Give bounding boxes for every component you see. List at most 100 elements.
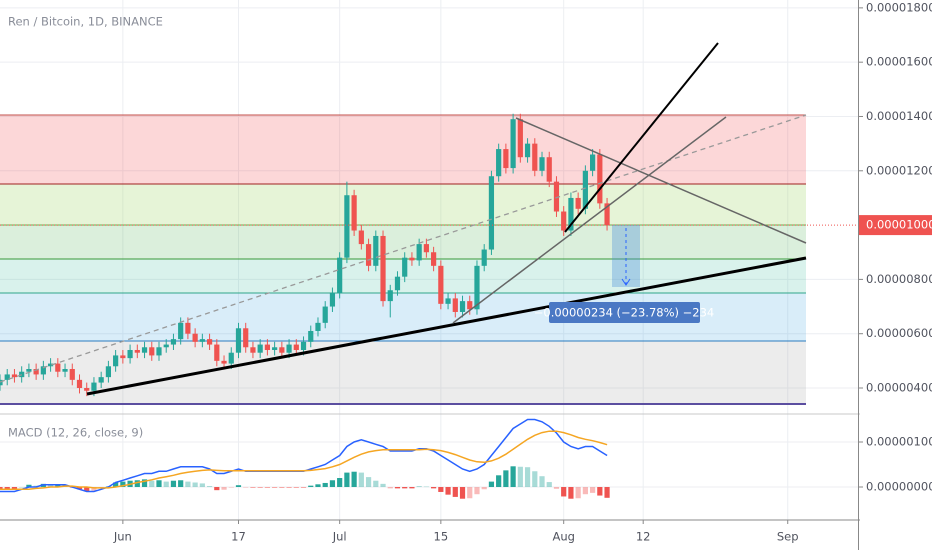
candle-body	[329, 292, 336, 307]
candle-body	[279, 347, 285, 353]
histogram-bar	[250, 487, 256, 488]
candle-body	[11, 374, 18, 378]
candle-body	[149, 347, 155, 356]
histogram-bar	[481, 487, 487, 490]
histogram-bar	[517, 466, 523, 488]
trendline	[564, 42, 719, 233]
histogram-bar	[351, 471, 357, 488]
candle-body	[431, 252, 437, 266]
histogram-bar	[156, 480, 162, 488]
histogram-bar	[532, 471, 538, 488]
candle-body	[365, 244, 372, 266]
histogram-bar	[235, 485, 242, 488]
histogram-bar	[322, 482, 328, 488]
candle-body	[387, 290, 393, 302]
histogram-bar	[113, 482, 119, 488]
x-tick-label: 17	[231, 530, 246, 544]
histogram-bar	[329, 480, 336, 488]
candle-body	[315, 322, 321, 331]
histogram-bar	[474, 487, 480, 495]
fib-band	[0, 341, 806, 404]
histogram-bar	[228, 487, 234, 488]
histogram-bar	[257, 487, 263, 488]
histogram-bar	[199, 483, 205, 488]
histogram-bar	[496, 475, 502, 488]
candle-body	[459, 301, 466, 312]
histogram-bar	[19, 487, 25, 488]
histogram-bar	[206, 486, 213, 488]
histogram-bar	[4, 487, 10, 490]
histogram-bar	[568, 487, 574, 499]
histogram-bar	[524, 467, 531, 488]
histogram-bar	[272, 487, 278, 488]
histogram-bar	[394, 487, 401, 489]
candle-body	[553, 181, 560, 212]
candle-body	[539, 157, 545, 171]
histogram-bar	[300, 487, 307, 488]
candle-body	[481, 249, 487, 266]
candle-body	[221, 360, 227, 364]
candle-body	[402, 257, 408, 277]
candle-body	[517, 119, 523, 158]
histogram-bar	[26, 484, 32, 488]
y-tick-label: 0.00000000	[866, 480, 932, 494]
candle-body	[293, 344, 299, 350]
candle-body	[69, 369, 75, 380]
x-tick-label: 15	[434, 530, 449, 544]
histogram-bar	[91, 487, 97, 491]
histogram-bar	[264, 487, 270, 488]
histogram-bar	[409, 487, 415, 489]
histogram-bar	[76, 487, 83, 490]
candle-body	[26, 369, 32, 372]
candle-body	[257, 344, 263, 353]
candle-body	[575, 197, 581, 209]
candle-body	[62, 369, 68, 372]
candle-body	[373, 235, 379, 266]
fib-band	[0, 184, 806, 225]
histogram-bar	[416, 486, 422, 488]
candle-body	[120, 355, 126, 359]
histogram-bar	[546, 482, 552, 488]
y-tick-label: 0.00001200	[866, 163, 932, 177]
candle-body	[84, 388, 90, 391]
macd-line	[0, 430, 608, 491]
y-tick-label: 0.00001800	[866, 0, 932, 14]
candle-body	[474, 265, 480, 310]
histogram-bar	[423, 486, 429, 488]
candle-body	[55, 363, 61, 372]
candle-body	[568, 197, 574, 231]
histogram-bar	[604, 487, 610, 498]
y-tick-label: 0.00001400	[866, 109, 932, 123]
trendline	[452, 116, 727, 324]
candle-body	[416, 244, 422, 261]
candle-body	[272, 347, 278, 350]
histogram-bar	[55, 484, 61, 488]
candle-body	[308, 330, 314, 342]
histogram-bar	[0, 487, 3, 490]
histogram-bar	[459, 487, 466, 499]
histogram-bar	[503, 470, 509, 488]
candle-body	[546, 157, 552, 182]
histogram-bar	[214, 487, 220, 491]
candle-body	[91, 382, 97, 391]
histogram-bar	[344, 472, 350, 488]
y-tick-label: 0.00000600	[866, 326, 932, 340]
histogram-bar	[488, 481, 495, 488]
histogram-bar	[149, 480, 155, 488]
candle-body	[127, 349, 133, 359]
histogram-bar	[163, 481, 169, 488]
x-tick-label: 12	[636, 530, 651, 544]
histogram-bar	[178, 480, 184, 488]
candle-body	[264, 344, 270, 350]
measure-label-box	[549, 302, 700, 323]
candle-body	[561, 211, 567, 231]
fib-retracement	[0, 114, 806, 405]
candle-body	[170, 339, 177, 345]
last-price-label: 0.00001000	[866, 218, 932, 232]
histogram-bar	[170, 480, 177, 488]
candle-body	[496, 149, 502, 177]
histogram-bar	[279, 487, 285, 488]
histogram-bar	[185, 481, 191, 488]
x-tick-label: Aug	[552, 530, 574, 544]
